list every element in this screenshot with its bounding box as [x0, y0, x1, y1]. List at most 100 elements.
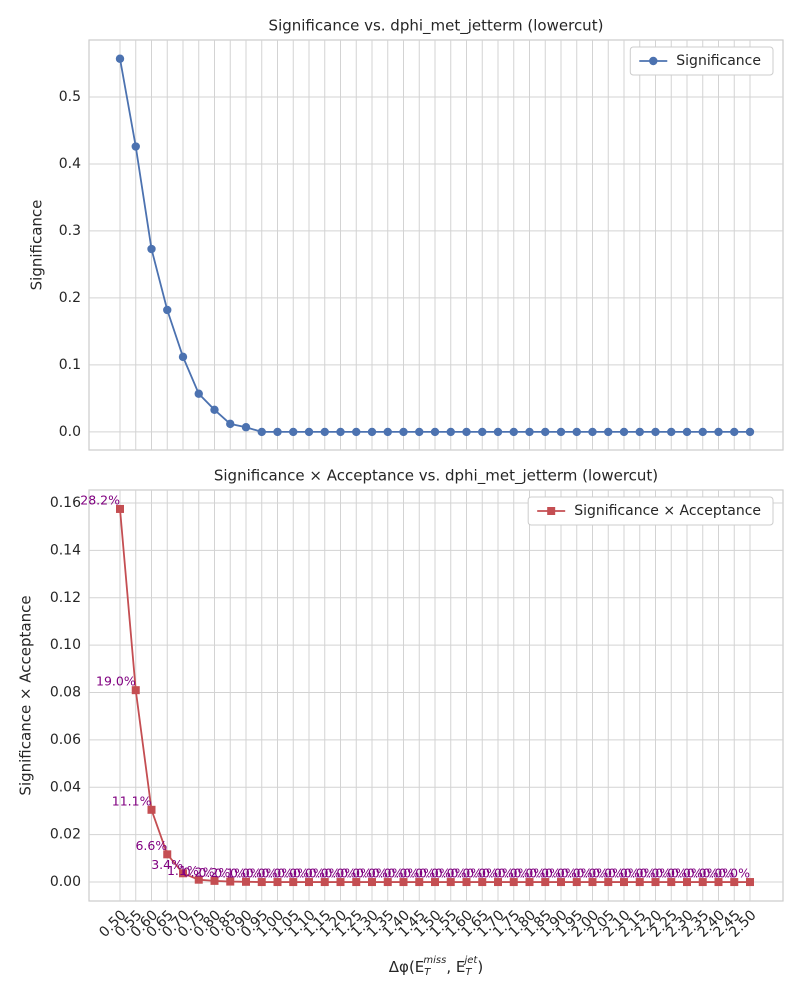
data-marker	[635, 427, 644, 437]
data-marker	[273, 427, 282, 437]
point-label: 0.0%	[356, 866, 388, 881]
data-marker	[572, 427, 581, 437]
point-label: 0.1%	[214, 865, 246, 880]
data-marker	[525, 878, 534, 887]
x-axis-label-part: miss	[423, 955, 446, 966]
point-label: 0.0%	[466, 866, 498, 881]
legend: Significance	[629, 46, 774, 76]
point-label: 0.2%	[198, 865, 230, 880]
data-marker	[478, 878, 487, 887]
data-marker	[462, 878, 471, 887]
point-label: 0.0%	[293, 866, 325, 881]
y-tick-label: 0.14	[50, 542, 81, 558]
data-marker	[446, 427, 455, 437]
data-marker	[399, 427, 408, 437]
data-marker	[163, 850, 172, 859]
data-marker	[352, 427, 361, 437]
legend-box	[629, 46, 774, 76]
data-marker	[131, 686, 140, 695]
y-axis-label: Significance	[28, 200, 46, 291]
x-axis-label: Δφ(ETmiss, ETjet)	[389, 955, 483, 978]
point-label: 0.0%	[702, 866, 734, 881]
data-marker	[273, 878, 282, 887]
data-marker	[147, 244, 156, 254]
data-marker	[115, 54, 125, 63]
x-axis-label-part: T	[465, 967, 472, 978]
data-marker	[494, 878, 502, 887]
data-marker	[241, 423, 251, 432]
data-marker	[415, 878, 424, 887]
data-marker	[588, 878, 597, 887]
data-marker	[368, 878, 376, 887]
y-tick-label: 0.06	[50, 732, 81, 748]
data-marker	[179, 869, 187, 878]
data-marker	[478, 427, 487, 437]
data-marker	[588, 427, 597, 437]
data-marker	[430, 427, 440, 437]
data-marker	[541, 878, 550, 887]
data-marker	[257, 878, 266, 887]
data-marker	[509, 878, 518, 887]
data-marker	[116, 504, 124, 513]
data-marker	[352, 878, 361, 887]
point-label: 0.0%	[592, 866, 624, 881]
data-marker	[446, 878, 455, 887]
y-tick-label: 0.0	[59, 424, 81, 440]
legend-marker	[649, 56, 658, 66]
y-tick-label: 0.5	[59, 89, 81, 105]
chart-title: Significance × Acceptance vs. dphi_met_j…	[214, 467, 658, 486]
data-marker	[194, 875, 203, 884]
data-marker	[383, 878, 392, 887]
data-marker	[210, 405, 219, 415]
point-label: 0.0%	[387, 866, 419, 881]
y-tick-label: 0.1	[59, 357, 81, 373]
data-marker	[525, 427, 534, 437]
point-label: 3.4%	[151, 857, 183, 872]
x-axis-label-part: jet	[462, 955, 478, 966]
data-marker	[714, 427, 723, 437]
data-marker	[604, 878, 613, 887]
point-label: 0.0%	[340, 866, 372, 881]
legend-marker	[547, 507, 556, 515]
y-tick-label: 0.08	[50, 685, 81, 701]
point-label: 0.0%	[529, 866, 561, 881]
data-marker	[667, 878, 676, 887]
point-label: 19.0%	[96, 674, 136, 689]
data-marker	[367, 427, 377, 437]
point-label: 0.0%	[513, 866, 545, 881]
data-marker	[383, 427, 392, 437]
data-marker	[289, 427, 298, 437]
data-marker	[431, 878, 439, 887]
x-axis-label-part: )	[477, 958, 483, 976]
data-marker	[178, 352, 188, 362]
point-label: 0.0%	[230, 866, 262, 881]
data-marker	[620, 878, 628, 887]
point-label: 1.1%	[167, 863, 199, 878]
point-label: 0.0%	[403, 866, 435, 881]
data-marker	[651, 427, 660, 437]
data-marker	[698, 878, 707, 887]
data-marker	[557, 878, 565, 887]
point-label: 0.0%	[576, 866, 608, 881]
data-marker	[493, 427, 503, 437]
data-marker	[651, 878, 660, 887]
data-marker	[745, 427, 755, 437]
data-marker	[572, 878, 581, 887]
y-tick-label: 0.04	[50, 779, 81, 795]
y-tick-label: 0.10	[50, 637, 81, 653]
data-marker	[147, 805, 156, 814]
data-marker	[289, 878, 298, 887]
point-label: 28.2%	[80, 492, 120, 507]
point-label: 0.0%	[372, 866, 404, 881]
data-marker	[698, 427, 707, 437]
point-label: 0.0%	[482, 866, 514, 881]
data-marker	[336, 427, 345, 437]
x-axis-label-part: Δφ(E	[389, 958, 425, 976]
point-label: 0.0%	[671, 866, 703, 881]
point-label: 0.0%	[450, 866, 482, 881]
data-marker	[320, 427, 329, 437]
point-label: 0.0%	[498, 866, 530, 881]
data-marker	[226, 877, 235, 886]
data-marker	[194, 389, 203, 398]
x-axis-label-part: , E	[446, 958, 465, 976]
